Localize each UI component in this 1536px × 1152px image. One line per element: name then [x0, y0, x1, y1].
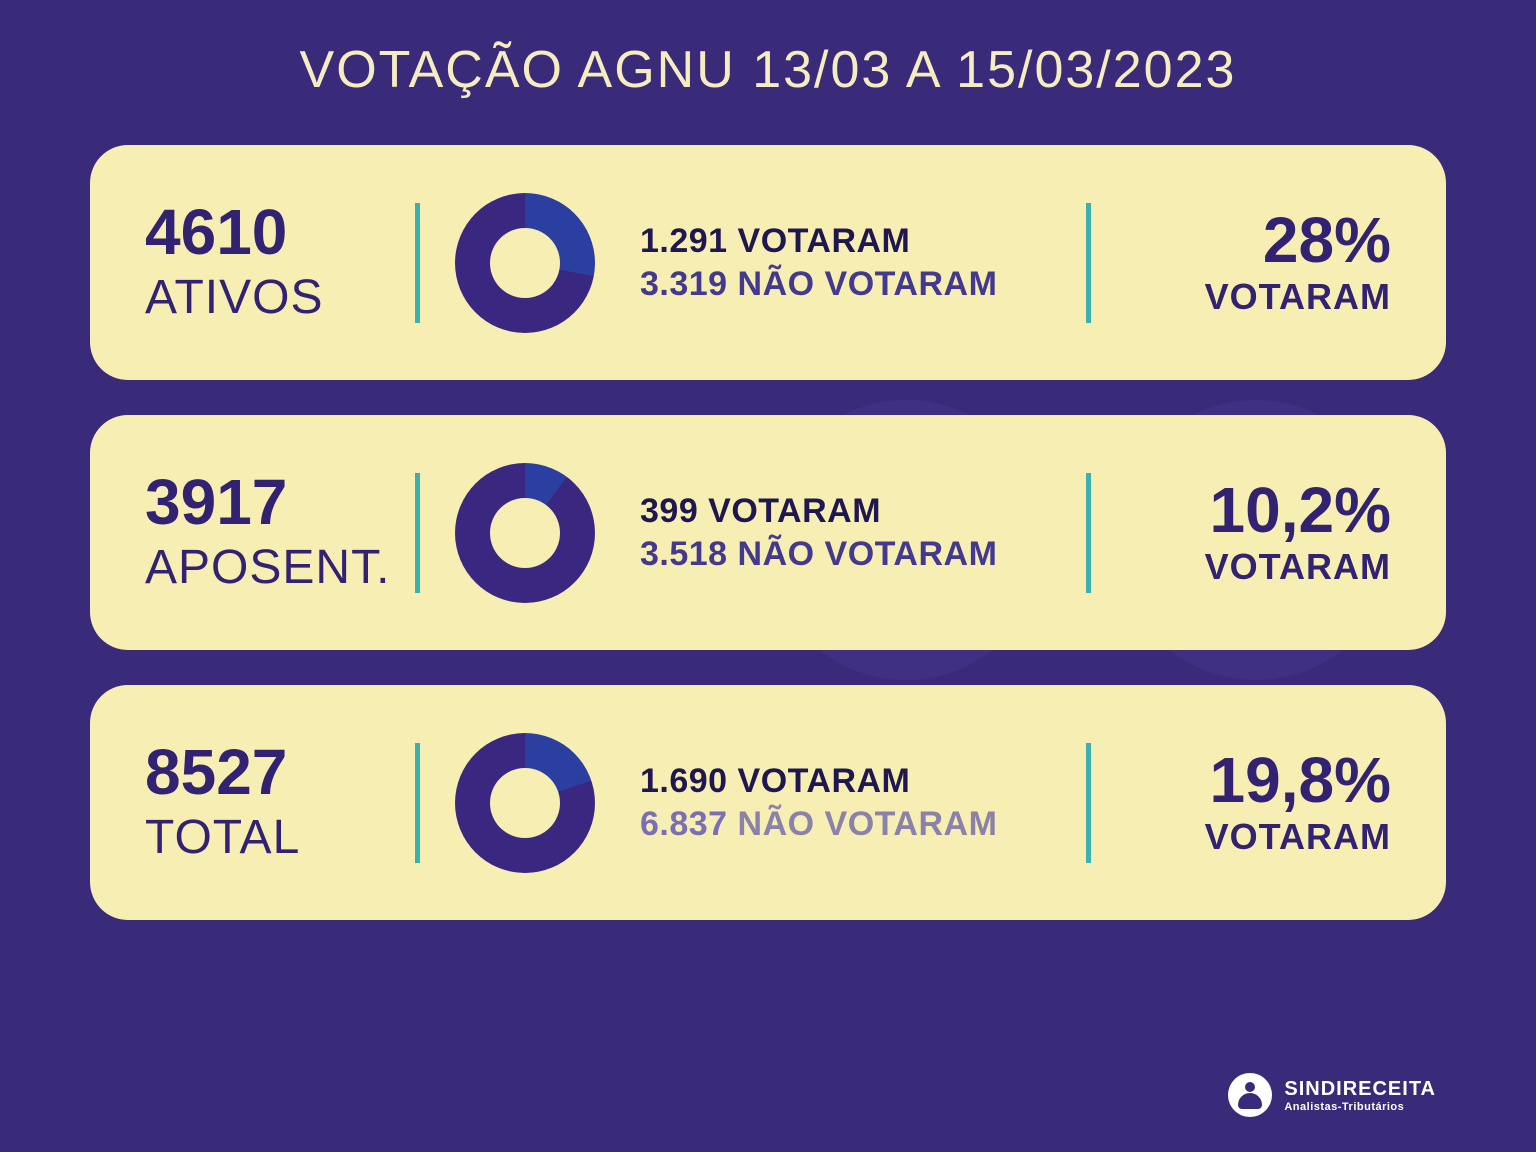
stat-card-ativos: 4610 ATIVOS 1.291 VOTARAM 3.319 NÃO VOTA…	[90, 145, 1446, 380]
footer-logo: SINDIRECEITA Analistas-Tributários	[1228, 1073, 1436, 1117]
total-label: APOSENT.	[145, 540, 415, 595]
pct-block: 19,8% VOTARAM	[1091, 748, 1391, 858]
total-block: 4610 ATIVOS	[145, 200, 415, 325]
stats-block: 399 VOTARAM 3.518 NÃO VOTARAM	[630, 492, 1086, 574]
donut-hole	[490, 228, 560, 298]
donut-chart	[420, 463, 630, 603]
total-number: 4610	[145, 200, 415, 264]
stat-card-total: 8527 TOTAL 1.690 VOTARAM 6.837 NÃO VOTAR…	[90, 685, 1446, 920]
total-number: 8527	[145, 740, 415, 804]
notvoted-text: NÃO VOTARAM	[728, 805, 998, 843]
pct-value: 19,8%	[1091, 748, 1391, 812]
stats-block: 1.690 VOTARAM 6.837 NÃO VOTARAM	[630, 762, 1086, 844]
notvoted-number: 3.518	[640, 535, 728, 573]
notvoted-line: 3.319 NÃO VOTARAM	[640, 265, 1086, 304]
donut-hole	[490, 768, 560, 838]
pct-value: 10,2%	[1091, 478, 1391, 542]
page-title: VOTAÇÃO AGNU 13/03 A 15/03/2023	[90, 40, 1446, 100]
voted-line: 1.291 VOTARAM	[640, 222, 1086, 261]
logo-text: SINDIRECEITA Analistas-Tributários	[1284, 1078, 1436, 1113]
donut-icon	[455, 463, 595, 603]
donut-chart	[420, 193, 630, 333]
stats-block: 1.291 VOTARAM 3.319 NÃO VOTARAM	[630, 222, 1086, 304]
total-label: ATIVOS	[145, 270, 415, 325]
donut-chart	[420, 733, 630, 873]
pct-value: 28%	[1091, 208, 1391, 272]
donut-icon	[455, 733, 595, 873]
notvoted-number: 3.319	[640, 265, 728, 303]
notvoted-line: 6.837 NÃO VOTARAM	[640, 805, 1086, 844]
pct-label: VOTARAM	[1091, 276, 1391, 318]
logo-icon	[1228, 1073, 1272, 1117]
total-block: 8527 TOTAL	[145, 740, 415, 865]
total-label: TOTAL	[145, 810, 415, 865]
pct-block: 28% VOTARAM	[1091, 208, 1391, 318]
voted-line: 399 VOTARAM	[640, 492, 1086, 531]
donut-hole	[490, 498, 560, 568]
notvoted-number: 6.837	[640, 805, 728, 843]
pct-label: VOTARAM	[1091, 816, 1391, 858]
notvoted-line: 3.518 NÃO VOTARAM	[640, 535, 1086, 574]
pct-block: 10,2% VOTARAM	[1091, 478, 1391, 588]
voted-line: 1.690 VOTARAM	[640, 762, 1086, 801]
logo-brand: SINDIRECEITA	[1284, 1078, 1436, 1101]
stat-card-aposent: 3917 APOSENT. 399 VOTARAM 3.518 NÃO VOTA…	[90, 415, 1446, 650]
notvoted-text: NÃO VOTARAM	[728, 265, 998, 303]
donut-icon	[455, 193, 595, 333]
pct-label: VOTARAM	[1091, 546, 1391, 588]
cards-container: 4610 ATIVOS 1.291 VOTARAM 3.319 NÃO VOTA…	[90, 145, 1446, 920]
notvoted-text: NÃO VOTARAM	[728, 535, 998, 573]
logo-sub: Analistas-Tributários	[1284, 1101, 1436, 1113]
total-number: 3917	[145, 470, 415, 534]
total-block: 3917 APOSENT.	[145, 470, 415, 595]
